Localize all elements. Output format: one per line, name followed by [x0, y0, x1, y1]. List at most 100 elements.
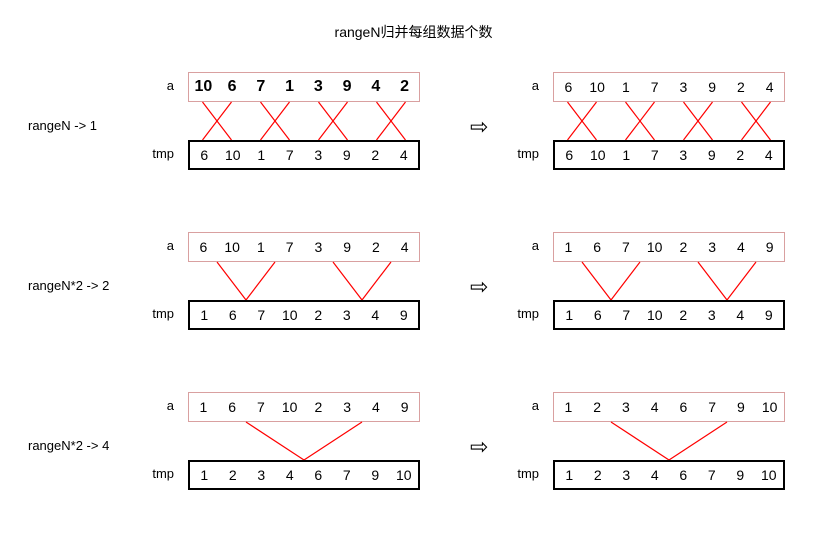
merge-panel: atmp610173924167102349 — [180, 230, 460, 350]
array-cell: 9 — [361, 467, 390, 483]
array-cell: 6 — [583, 239, 612, 255]
array-cell: 1 — [247, 239, 276, 255]
array-cell: 1 — [247, 147, 276, 163]
array-cell: 4 — [755, 79, 784, 95]
array-cell: 1 — [612, 147, 641, 163]
array-cell: 2 — [727, 79, 756, 95]
merge-lines — [553, 422, 785, 460]
array-cell: 4 — [726, 307, 755, 323]
array-cell: 6 — [669, 467, 698, 483]
stage-label: rangeN*2 -> 4 — [28, 438, 109, 453]
array-cell: 7 — [276, 147, 305, 163]
array-cell: 3 — [612, 467, 641, 483]
label-tmp: tmp — [134, 466, 174, 481]
array-cell: 3 — [669, 147, 698, 163]
array-cell: 6 — [554, 79, 583, 95]
merge-lines — [553, 262, 785, 300]
array-cell: 2 — [304, 307, 333, 323]
array-cell: 1 — [554, 399, 583, 415]
merge-lines — [188, 102, 420, 140]
array-a: 610173924 — [188, 232, 420, 262]
array-tmp: 123467910 — [188, 460, 420, 490]
array-cell: 2 — [584, 467, 613, 483]
array-cell: 6 — [669, 399, 698, 415]
array-cell: 3 — [304, 78, 333, 96]
array-tmp: 610173924 — [553, 140, 785, 170]
array-cell: 10 — [755, 399, 784, 415]
array-cell: 7 — [612, 239, 641, 255]
array-cell: 3 — [698, 307, 727, 323]
array-cell: 2 — [726, 147, 755, 163]
merge-stage: rangeN*2 -> 2atmp610173924167102349⇨atmp… — [0, 230, 827, 390]
array-cell: 6 — [189, 239, 218, 255]
array-cell: 10 — [584, 147, 613, 163]
array-cell: 6 — [218, 78, 247, 96]
array-cell: 3 — [333, 307, 362, 323]
array-a: 167102349 — [553, 232, 785, 262]
array-cell: 3 — [669, 79, 698, 95]
array-cell: 4 — [640, 399, 669, 415]
array-cell: 10 — [218, 239, 247, 255]
array-cell: 1 — [275, 78, 304, 96]
array-cell: 9 — [390, 399, 419, 415]
array-cell: 9 — [390, 307, 419, 323]
array-tmp: 123467910 — [553, 460, 785, 490]
label-a: a — [515, 238, 539, 253]
array-cell: 2 — [390, 78, 419, 96]
array-cell: 4 — [362, 399, 391, 415]
array-cell: 10 — [189, 78, 218, 96]
array-tmp: 610173924 — [188, 140, 420, 170]
array-cell: 1 — [555, 307, 584, 323]
arrow-icon: ⇨ — [470, 114, 488, 140]
array-cell: 7 — [247, 78, 276, 96]
array-cell: 1 — [555, 467, 584, 483]
array-cell: 6 — [190, 147, 219, 163]
array-cell: 4 — [727, 239, 756, 255]
merge-panel: atmp610173924610173924 — [545, 70, 825, 190]
merge-panel: atmp167102349167102349 — [545, 230, 825, 350]
array-cell: 10 — [640, 239, 669, 255]
array-tmp: 167102349 — [553, 300, 785, 330]
array-cell: 3 — [333, 399, 362, 415]
array-cell: 10 — [276, 307, 305, 323]
array-cell: 4 — [361, 307, 390, 323]
array-cell: 4 — [755, 147, 784, 163]
array-cell: 10 — [390, 467, 419, 483]
array-cell: 7 — [640, 79, 669, 95]
array-a: 167102349 — [188, 392, 420, 422]
array-cell: 10 — [641, 307, 670, 323]
array-cell: 3 — [247, 467, 276, 483]
array-cell: 4 — [641, 467, 670, 483]
array-cell: 10 — [583, 79, 612, 95]
label-tmp: tmp — [499, 306, 539, 321]
array-cell: 4 — [390, 147, 419, 163]
merge-panel: atmp167102349123467910 — [180, 390, 460, 510]
label-a: a — [515, 398, 539, 413]
array-cell: 6 — [304, 467, 333, 483]
array-cell: 4 — [390, 239, 419, 255]
label-a: a — [150, 238, 174, 253]
arrow-icon: ⇨ — [470, 434, 488, 460]
stage-label: rangeN -> 1 — [28, 118, 97, 133]
array-cell: 2 — [669, 239, 698, 255]
merge-lines — [553, 102, 785, 140]
array-cell: 2 — [219, 467, 248, 483]
merge-lines — [188, 262, 420, 300]
array-cell: 10 — [219, 147, 248, 163]
array-cell: 7 — [641, 147, 670, 163]
array-cell: 9 — [698, 147, 727, 163]
array-cell: 3 — [304, 147, 333, 163]
array-cell: 4 — [362, 78, 391, 96]
label-tmp: tmp — [499, 146, 539, 161]
merge-lines — [188, 422, 420, 460]
array-a: 610173924 — [553, 72, 785, 102]
array-cell: 9 — [333, 147, 362, 163]
arrow-icon: ⇨ — [470, 274, 488, 300]
array-cell: 2 — [362, 239, 391, 255]
label-tmp: tmp — [134, 146, 174, 161]
array-cell: 7 — [275, 239, 304, 255]
array-cell: 10 — [275, 399, 304, 415]
array-cell: 1 — [554, 239, 583, 255]
array-cell: 9 — [698, 79, 727, 95]
merge-panel: atmp106713942610173924 — [180, 70, 460, 190]
